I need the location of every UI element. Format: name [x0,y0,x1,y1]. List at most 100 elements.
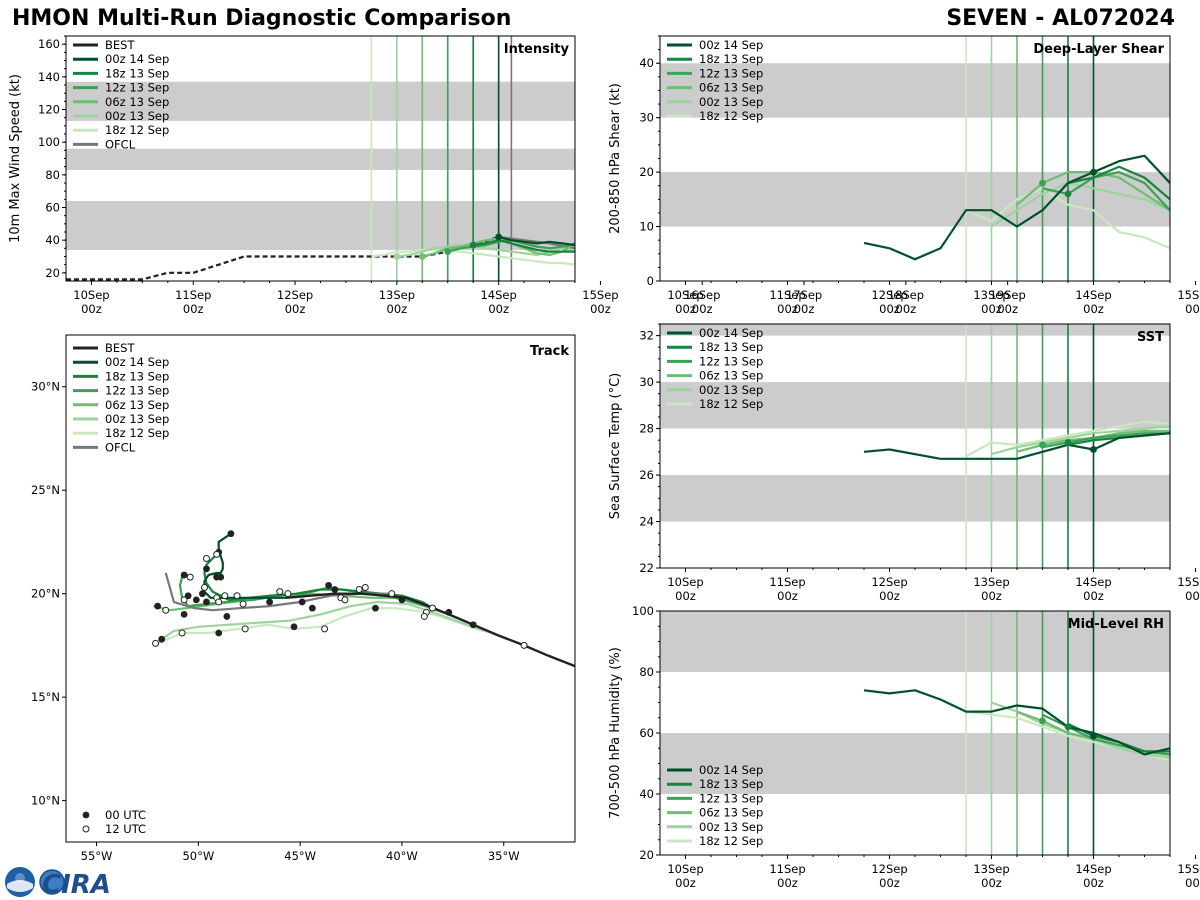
x-tick-hour: 00z [488,302,509,316]
y-tick-label: 15°N [31,690,60,704]
init-marker [393,253,401,260]
x-tick-hour: 00z [997,302,1018,316]
init-marker [1090,732,1097,740]
x-tick-label: 11Sep [769,288,805,302]
x-tick-hour: 00z [1185,589,1200,603]
x-tick-label: 12Sep [871,862,907,876]
legend-label: 18z 12 Sep [105,426,169,440]
y-tick-label: 30 [639,111,654,125]
globe-icon [39,869,65,895]
legend-label: 00z 13 Sep [699,383,763,397]
legend-label: 06z 13 Sep [699,81,763,95]
track-marker-00utc [199,590,206,598]
x-tick-label: 10Sep [667,862,703,876]
legend-label: OFCL [105,440,136,454]
y-axis-label: 200-850 hPa Shear (kt) [608,83,623,234]
track-marker-00utc [308,604,316,612]
x-tick-label: 13Sep [973,575,1009,589]
track-marker-12utc [186,573,194,581]
chart-rh: 2040608010010Sep00z11Sep00z12Sep00z13Sep… [608,604,1200,890]
x-tick-label: 15Sep [1177,288,1200,302]
legend-label: 00z 13 Sep [105,109,169,123]
y-tick-label: 60 [639,726,654,740]
x-tick-label: 15Sep [1177,862,1200,876]
track-marker-12utc [388,590,396,598]
legend-label: 06z 13 Sep [105,95,169,109]
y-tick-label: 10°N [31,794,60,808]
series-line-5 [965,420,1170,458]
x-tick-label: 14Sep [1075,862,1111,876]
track-marker-00utc [154,602,162,610]
chart-track: 55°W 50°W 45°W 40°W 35°W 10°N 15°N 20°N 25°N 30°N… [31,334,576,863]
legend-label: 00z 13 Sep [699,820,763,834]
track-marker-12utc [162,606,170,614]
y-tick-label: 80 [45,168,60,182]
legend-label: 00z 14 Sep [699,763,763,777]
track-marker-00utc [213,573,221,581]
track-line-4 [161,600,498,641]
y-tick-label: 40 [639,787,654,801]
track-marker-00utc [325,581,333,589]
legend-label: OFCL [105,137,136,151]
x-tick-label: 35°W [488,849,520,863]
track-marker-12utc [241,625,249,633]
x-tick-hour: 00z [285,302,306,316]
x-tick-label: 12Sep [871,575,907,589]
legend-label: 06z 13 Sep [699,806,763,820]
y-tick-label: 80 [639,665,654,679]
track-marker-12utc [233,592,241,600]
x-tick-label: 10Sep [667,575,703,589]
y-tick-label: 100 [38,135,60,149]
series-line-2 [1042,171,1170,212]
track-marker-00utc [372,604,379,612]
legend-label: 00z 13 Sep [699,95,763,109]
y-tick-label: 20 [639,165,654,179]
track-marker-12utc [202,554,210,562]
y-tick-label: 40 [45,233,60,247]
page-title: HMON Multi-Run Diagnostic Comparison [12,6,512,31]
init-marker [1090,168,1097,176]
track-marker-00utc [203,598,210,606]
threshold-band [660,733,1170,794]
track-line-0 [203,532,286,599]
y-tick-label: 100 [632,604,654,618]
y-tick-label: 60 [45,201,60,215]
track-marker-12utc [420,612,428,620]
chart-sst: 22242628303210Sep00z11Sep00z12Sep00z13Se… [608,323,1200,603]
threshold-band [660,63,1170,118]
legend-label: 18z 12 Sep [699,109,763,123]
series-line-2 [1042,432,1170,449]
x-tick-label: 13Sep [379,288,415,302]
y-tick-label: 120 [38,103,60,117]
x-tick-hour: 00z [590,302,611,316]
track-marker-12utc [276,588,284,596]
x-tick-label: 45°W [284,849,316,863]
threshold-band [660,382,1170,429]
x-tick-hour: 00z [777,876,798,890]
x-tick-hour: 00z [879,589,900,603]
legend-label: 12z 13 Sep [699,66,763,80]
cira-wordmark: CIRA [42,870,111,898]
legend-label: 18z 12 Sep [105,123,169,137]
series-line-5 [965,187,1170,250]
y-tick-label: 160 [38,37,60,51]
x-tick-label: 50°W [182,849,214,863]
init-marker [1064,439,1072,446]
track-marker-00utc [445,608,453,616]
legend-00utc-marker [82,811,90,819]
track-marker-00utc [180,610,188,618]
init-marker [444,248,452,256]
panel-title: SST [1137,330,1164,345]
legend-label: 12z 13 Sep [699,791,763,805]
x-tick-hour: 00z [387,302,408,316]
y-axis-label: 700-500 hPa Humidity (%) [608,647,623,819]
legend-label: 18z 12 Sep [699,397,763,411]
init-marker [1039,179,1046,187]
track-marker-00utc [180,571,188,579]
legend-label: 00z 14 Sep [699,38,763,52]
x-tick-hour: 00z [777,589,798,603]
legend-label: 12 UTC [105,822,146,836]
